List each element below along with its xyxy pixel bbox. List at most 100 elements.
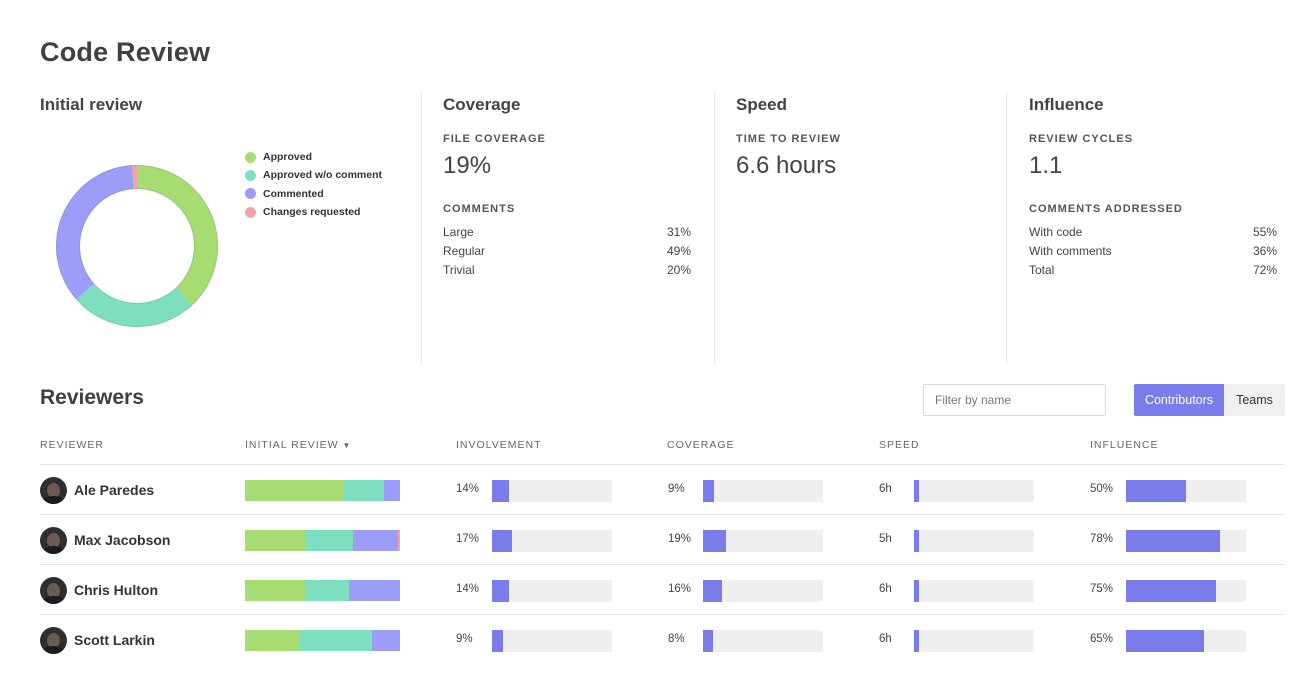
donut-inner-edge — [79, 188, 195, 304]
initial-review-stacked-bar — [245, 580, 400, 601]
involvement-value: 14% — [456, 583, 480, 595]
involvement-bar — [492, 580, 612, 602]
contributors-toggle-button[interactable]: Contributors — [1134, 384, 1224, 416]
influence-value: 65% — [1090, 633, 1114, 645]
avatar — [40, 477, 67, 504]
bar-fill — [1126, 480, 1186, 502]
review-cycles-value: 1.1 — [1029, 152, 1063, 179]
stack-segment-changes-requested — [398, 530, 400, 551]
column-header-reviewer[interactable]: REVIEWER — [40, 439, 105, 451]
row-divider — [40, 614, 1285, 615]
bar-fill — [914, 530, 919, 552]
bar-fill — [492, 530, 513, 552]
avatar — [40, 577, 67, 604]
page-title: Code Review — [40, 37, 211, 67]
stack-segment-commented — [353, 530, 399, 551]
legend-dot-icon — [245, 188, 256, 200]
influence-bar — [1126, 530, 1246, 552]
stat-value: 31% — [666, 225, 691, 239]
donut-slice-commented — [56, 165, 218, 327]
file-coverage-value: 19% — [443, 152, 492, 179]
bar-fill — [703, 530, 726, 552]
bar-fill — [492, 580, 509, 602]
reviewer-name: Max Jacobson — [74, 532, 171, 548]
table-row[interactable]: Max Jacobson 17% 19% 5h 78% — [0, 515, 1316, 565]
speed-title: Speed — [736, 95, 788, 114]
reviewers-title: Reviewers — [40, 386, 144, 409]
stat-value: 49% — [666, 244, 691, 258]
stack-segment-commented — [384, 480, 400, 501]
table-row[interactable]: Chris Hulton 14% 16% 6h 75% — [0, 565, 1316, 615]
bar-fill — [703, 480, 714, 502]
column-header-coverage[interactable]: COVERAGE — [667, 439, 735, 451]
initial-review-stacked-bar — [245, 530, 400, 551]
section-divider — [421, 93, 422, 363]
stack-segment-approved — [245, 530, 306, 551]
teams-toggle-button[interactable]: Teams — [1224, 384, 1285, 416]
section-divider — [714, 93, 715, 363]
involvement-value: 9% — [456, 633, 473, 645]
reviewer-name: Ale Paredes — [74, 482, 155, 498]
stat-label: Large — [443, 225, 474, 239]
speed-value: 6h — [879, 583, 892, 595]
avatar — [40, 527, 67, 554]
coverage-value: 19% — [668, 533, 692, 545]
influence-value: 78% — [1090, 533, 1114, 545]
coverage-value: 16% — [668, 583, 692, 595]
comments-row: Trivial 20% — [443, 263, 691, 282]
row-divider — [40, 514, 1285, 515]
bar-fill — [703, 580, 723, 602]
legend-item-commented: Commented — [245, 185, 382, 203]
column-header-initial-review[interactable]: INITIAL REVIEW ▼ — [245, 439, 351, 451]
donut-outer-edge — [56, 165, 218, 327]
involvement-value: 14% — [456, 483, 480, 495]
legend-item-approved: Approved — [245, 148, 382, 166]
stat-value: 20% — [666, 263, 691, 277]
bar-fill — [703, 630, 713, 652]
bar-fill — [1126, 580, 1216, 602]
speed-bar — [914, 580, 1034, 602]
involvement-bar — [492, 630, 612, 652]
stat-label: Regular — [443, 244, 486, 258]
initial-review-stacked-bar — [245, 630, 400, 651]
stack-segment-commented — [372, 630, 400, 651]
coverage-bar — [703, 630, 823, 652]
column-header-involvement[interactable]: INVOLVEMENT — [456, 439, 542, 451]
speed-bar — [914, 480, 1034, 502]
table-row[interactable]: Ale Paredes 14% 9% 6h 50% — [0, 465, 1316, 515]
initial-review-title: Initial review — [40, 95, 143, 114]
filter-by-name-input[interactable] — [923, 384, 1106, 416]
legend-label: Changes requested — [263, 206, 361, 219]
speed-value: 6h — [879, 483, 892, 495]
stat-label: With code — [1029, 225, 1083, 239]
involvement-bar — [492, 480, 612, 502]
speed-bar — [914, 530, 1034, 552]
reviewer-name: Scott Larkin — [74, 632, 155, 648]
stack-segment-approved-no-comment — [305, 530, 354, 551]
comments-label: COMMENTS — [443, 203, 516, 215]
legend-item-changes-requested: Changes requested — [245, 203, 382, 221]
stack-segment-approved-no-comment — [344, 480, 385, 501]
donut-slice-approved-no-comment — [56, 165, 218, 327]
column-header-influence[interactable]: INFLUENCE — [1090, 439, 1159, 451]
comments-row: Large 31% — [443, 225, 691, 244]
legend-dot-icon — [245, 169, 256, 181]
bar-fill — [492, 630, 503, 652]
table-row[interactable]: Scott Larkin 9% 8% 6h 65% — [0, 615, 1316, 665]
time-to-review-value: 6.6 hours — [736, 152, 837, 179]
bar-fill — [914, 630, 920, 652]
avatar — [40, 627, 67, 654]
column-header-speed[interactable]: SPEED — [879, 439, 920, 451]
speed-bar — [914, 630, 1034, 652]
initial-review-legend: Approved Approved w/o comment Commented … — [245, 148, 382, 221]
donut-slice-changes-requested — [56, 165, 218, 327]
addressed-row: With code 55% — [1029, 225, 1277, 244]
legend-label: Approved w/o comment — [263, 169, 383, 182]
influence-bar — [1126, 630, 1246, 652]
bar-fill — [914, 480, 920, 502]
comments-addressed-label: COMMENTS ADDRESSED — [1029, 203, 1183, 215]
coverage-title: Coverage — [443, 95, 521, 114]
chevron-down-icon: ▼ — [342, 441, 352, 450]
influence-bar — [1126, 480, 1246, 502]
coverage-bar — [703, 580, 823, 602]
